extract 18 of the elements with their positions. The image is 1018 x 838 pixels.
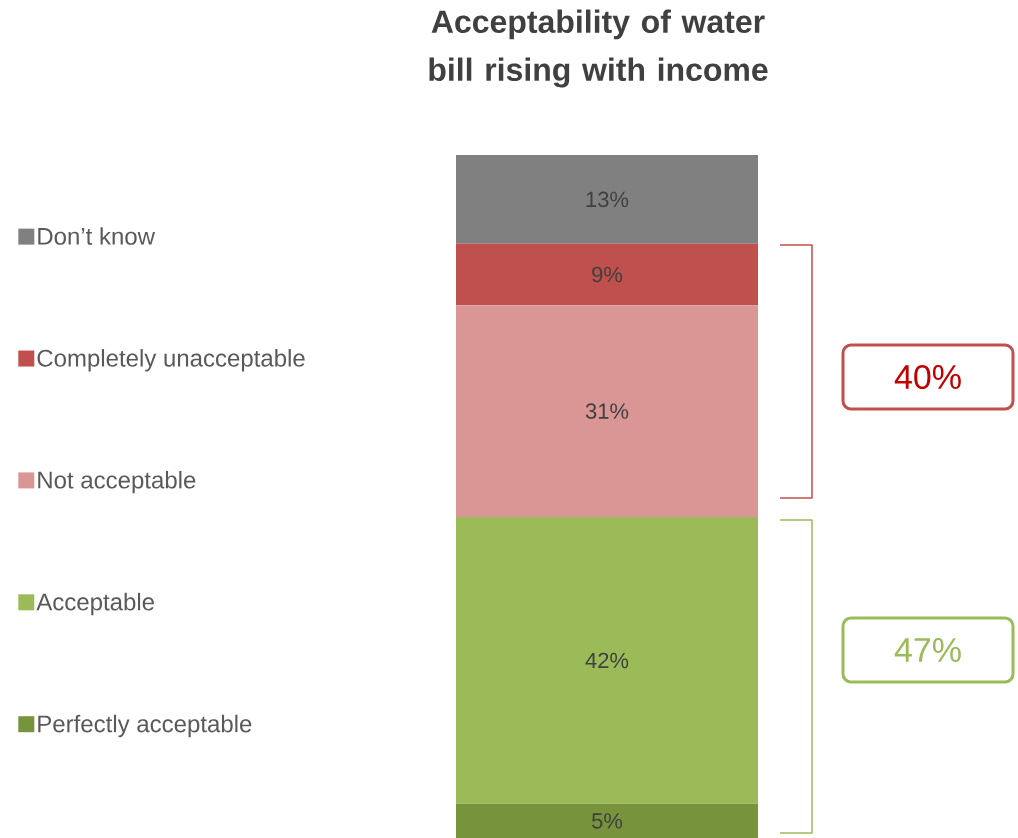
legend-label: Not acceptable: [38, 470, 196, 494]
legend-label: Completely unacceptable: [37, 349, 305, 372]
bar: [456, 516, 758, 804]
legend-label: Don’t know: [38, 227, 156, 245]
text: 40%: [894, 364, 961, 390]
data-label: 13%: [586, 191, 629, 208]
legend-label: Perfectly acceptable: [38, 714, 252, 738]
data-label: 31%: [585, 403, 629, 419]
data-label: 9%: [592, 266, 623, 283]
bar: [456, 803, 758, 838]
chart-title: Acceptability of water bill rising with income: [429, 9, 768, 88]
legend-label: Acceptable: [36, 592, 154, 616]
data-label: 42%: [585, 652, 629, 669]
text: 47%: [894, 638, 961, 662]
bar: [456, 243, 758, 306]
data-label: 5%: [591, 813, 623, 829]
bar: [456, 305, 758, 517]
bar: [456, 154, 758, 244]
